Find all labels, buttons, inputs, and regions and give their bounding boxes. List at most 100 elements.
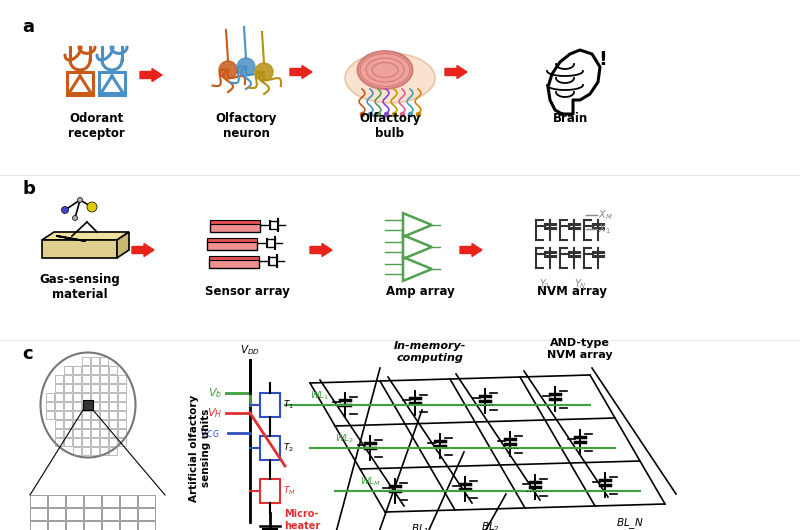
Text: $X_1$: $X_1$ xyxy=(598,222,610,236)
Bar xyxy=(55,384,63,392)
Bar xyxy=(48,508,65,520)
Ellipse shape xyxy=(358,51,413,89)
Bar xyxy=(64,375,72,383)
Polygon shape xyxy=(117,232,129,258)
Text: Artificial olfactory
sensing units: Artificial olfactory sensing units xyxy=(189,394,211,501)
Bar xyxy=(46,411,54,419)
Bar xyxy=(64,366,72,374)
Bar xyxy=(66,508,83,520)
Bar xyxy=(102,508,119,520)
FancyArrow shape xyxy=(132,243,154,257)
Bar xyxy=(100,384,108,392)
Bar xyxy=(118,384,126,392)
Bar xyxy=(73,438,81,446)
Bar xyxy=(109,393,117,401)
Text: a: a xyxy=(22,18,34,36)
Bar xyxy=(30,521,47,530)
Text: AND-type
NVM array: AND-type NVM array xyxy=(547,338,613,360)
Bar xyxy=(109,447,117,455)
Bar xyxy=(118,429,126,437)
Text: $V_H$: $V_H$ xyxy=(206,406,222,420)
Text: NVM array: NVM array xyxy=(537,285,607,298)
Bar xyxy=(138,521,155,530)
FancyArrow shape xyxy=(310,243,332,257)
Text: ......: ...... xyxy=(501,441,519,451)
Bar xyxy=(100,375,108,383)
Bar xyxy=(91,411,99,419)
Bar xyxy=(55,429,63,437)
Bar xyxy=(64,420,72,428)
Bar xyxy=(73,375,81,383)
Bar xyxy=(118,438,126,446)
Circle shape xyxy=(62,207,69,214)
Bar xyxy=(73,429,81,437)
Bar xyxy=(82,366,90,374)
Bar xyxy=(138,508,155,520)
Text: $WL_2$: $WL_2$ xyxy=(335,432,354,445)
Bar xyxy=(100,447,108,455)
Circle shape xyxy=(255,63,273,81)
Bar xyxy=(73,447,81,455)
Bar xyxy=(82,384,90,392)
Text: $Y_1$: $Y_1$ xyxy=(539,277,550,291)
Text: ......: ...... xyxy=(526,484,544,494)
Bar xyxy=(118,411,126,419)
Circle shape xyxy=(78,198,82,202)
Text: ......: ...... xyxy=(476,398,494,408)
Bar xyxy=(109,411,117,419)
Bar xyxy=(102,521,119,530)
Ellipse shape xyxy=(345,53,435,103)
Bar xyxy=(109,429,117,437)
Bar xyxy=(91,366,99,374)
Bar xyxy=(120,495,137,507)
Bar xyxy=(118,402,126,410)
Bar xyxy=(64,429,72,437)
FancyArrow shape xyxy=(140,68,162,82)
Bar xyxy=(210,220,260,224)
Bar xyxy=(73,366,81,374)
Bar xyxy=(82,393,90,401)
Bar xyxy=(48,521,65,530)
Bar xyxy=(55,375,63,383)
Text: $T_2$: $T_2$ xyxy=(283,441,294,454)
Bar xyxy=(118,375,126,383)
Bar xyxy=(109,384,117,392)
Bar xyxy=(82,411,90,419)
Bar xyxy=(55,411,63,419)
Text: $Y_N$: $Y_N$ xyxy=(574,277,586,291)
Bar xyxy=(66,521,83,530)
Bar xyxy=(55,438,63,446)
Bar xyxy=(109,402,117,410)
Text: $BL_2$: $BL_2$ xyxy=(481,520,499,530)
Bar xyxy=(64,384,72,392)
Bar xyxy=(73,393,81,401)
Bar xyxy=(73,411,81,419)
Bar xyxy=(210,223,260,232)
Bar xyxy=(100,411,108,419)
Bar xyxy=(82,357,90,365)
Circle shape xyxy=(219,61,237,79)
Circle shape xyxy=(73,216,78,220)
FancyArrow shape xyxy=(445,66,467,78)
Bar xyxy=(82,429,90,437)
Text: $V_b$: $V_b$ xyxy=(208,386,222,400)
Text: $T_M$: $T_M$ xyxy=(283,485,296,497)
Bar xyxy=(260,393,280,417)
FancyArrow shape xyxy=(460,243,482,257)
Text: $V_{DD}$: $V_{DD}$ xyxy=(240,343,260,357)
Bar xyxy=(102,495,119,507)
Bar xyxy=(100,357,108,365)
Bar xyxy=(207,241,257,250)
Bar xyxy=(207,238,257,242)
Bar xyxy=(55,393,63,401)
Bar xyxy=(100,366,108,374)
Bar xyxy=(82,438,90,446)
Bar xyxy=(109,366,117,374)
Text: $WL_M$: $WL_M$ xyxy=(360,475,382,488)
Bar xyxy=(82,402,90,410)
Bar xyxy=(91,357,99,365)
Bar xyxy=(91,384,99,392)
Bar xyxy=(91,429,99,437)
Text: Odorant
receptor: Odorant receptor xyxy=(68,112,124,140)
Text: $WL_1$: $WL_1$ xyxy=(310,390,330,402)
